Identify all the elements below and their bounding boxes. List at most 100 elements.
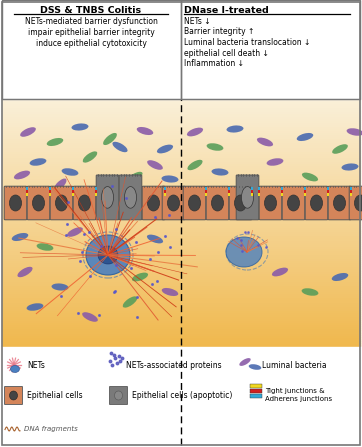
Bar — [2, 196, 360, 198]
Bar — [228, 193, 230, 196]
Bar — [2, 318, 360, 320]
Bar — [2, 289, 360, 291]
Bar — [251, 187, 253, 190]
Ellipse shape — [83, 152, 97, 163]
Bar — [2, 343, 360, 345]
Ellipse shape — [302, 173, 318, 181]
Bar — [2, 229, 360, 231]
Bar — [2, 130, 360, 132]
Text: NETs-associated proteins: NETs-associated proteins — [126, 360, 222, 370]
Bar — [251, 190, 253, 193]
Bar — [2, 209, 360, 211]
Ellipse shape — [147, 235, 163, 243]
Ellipse shape — [12, 233, 28, 241]
Ellipse shape — [127, 172, 143, 182]
Ellipse shape — [86, 235, 130, 275]
Bar — [2, 246, 360, 248]
Text: Tight junctions &
Adherens junctions: Tight junctions & Adherens junctions — [265, 388, 332, 401]
Ellipse shape — [188, 160, 203, 170]
Bar — [2, 143, 360, 144]
Bar — [2, 99, 360, 101]
Ellipse shape — [67, 227, 83, 237]
Bar — [2, 240, 360, 241]
Bar — [2, 0, 360, 99]
FancyBboxPatch shape — [259, 186, 282, 220]
Bar — [2, 217, 360, 219]
Bar — [2, 312, 360, 314]
Bar — [304, 187, 306, 190]
Bar — [2, 105, 360, 107]
Ellipse shape — [226, 237, 262, 267]
Bar — [2, 316, 360, 318]
Bar — [2, 132, 360, 134]
Bar — [205, 193, 207, 196]
Bar — [164, 190, 166, 193]
Bar — [2, 299, 360, 302]
Bar — [2, 310, 360, 312]
Text: DNase I-treated: DNase I-treated — [184, 6, 269, 15]
Bar — [2, 180, 360, 181]
Ellipse shape — [187, 127, 203, 136]
Bar — [2, 211, 360, 213]
Bar — [2, 213, 360, 215]
Bar — [2, 250, 360, 252]
Bar — [0, 347, 362, 447]
Bar — [2, 223, 360, 225]
Bar — [49, 193, 51, 196]
Bar — [2, 134, 360, 136]
Bar — [281, 193, 283, 196]
Bar — [258, 193, 260, 196]
Ellipse shape — [9, 195, 22, 211]
FancyBboxPatch shape — [27, 186, 50, 220]
Ellipse shape — [147, 195, 160, 211]
Ellipse shape — [211, 169, 228, 176]
Ellipse shape — [55, 195, 68, 211]
Bar — [2, 339, 360, 341]
Bar — [2, 262, 360, 264]
Ellipse shape — [333, 195, 346, 211]
Ellipse shape — [79, 195, 90, 211]
Bar — [2, 320, 360, 322]
Ellipse shape — [189, 195, 201, 211]
Bar — [350, 187, 352, 190]
Text: Epithelial cells: Epithelial cells — [27, 391, 83, 400]
FancyBboxPatch shape — [73, 186, 96, 220]
Bar — [2, 128, 360, 130]
Bar — [2, 110, 360, 111]
Bar — [2, 266, 360, 269]
Bar — [164, 187, 166, 190]
Bar — [2, 118, 360, 120]
Bar — [2, 283, 360, 285]
Bar — [2, 241, 360, 244]
Text: Luminal bacteria translocation ↓: Luminal bacteria translocation ↓ — [184, 38, 310, 47]
Ellipse shape — [17, 267, 33, 277]
Bar — [2, 194, 360, 196]
Bar — [95, 187, 97, 190]
FancyBboxPatch shape — [50, 186, 73, 220]
Bar — [2, 274, 360, 277]
Ellipse shape — [249, 364, 261, 370]
Bar — [2, 287, 360, 289]
Bar — [304, 190, 306, 193]
Bar — [2, 345, 360, 347]
Bar — [26, 193, 28, 196]
Ellipse shape — [161, 175, 178, 182]
Bar — [251, 193, 253, 196]
Ellipse shape — [207, 143, 223, 151]
Bar — [2, 269, 360, 270]
Bar — [2, 169, 360, 171]
Ellipse shape — [157, 145, 173, 153]
Bar — [2, 279, 360, 281]
Bar — [2, 202, 360, 204]
Bar — [164, 193, 166, 196]
Bar — [2, 324, 360, 326]
Bar — [2, 207, 360, 209]
Bar — [2, 122, 360, 124]
Bar — [2, 204, 360, 207]
Bar — [2, 314, 360, 316]
Ellipse shape — [62, 168, 79, 176]
Bar — [2, 237, 360, 240]
Ellipse shape — [241, 186, 253, 208]
Bar — [2, 167, 360, 169]
Ellipse shape — [132, 273, 148, 282]
